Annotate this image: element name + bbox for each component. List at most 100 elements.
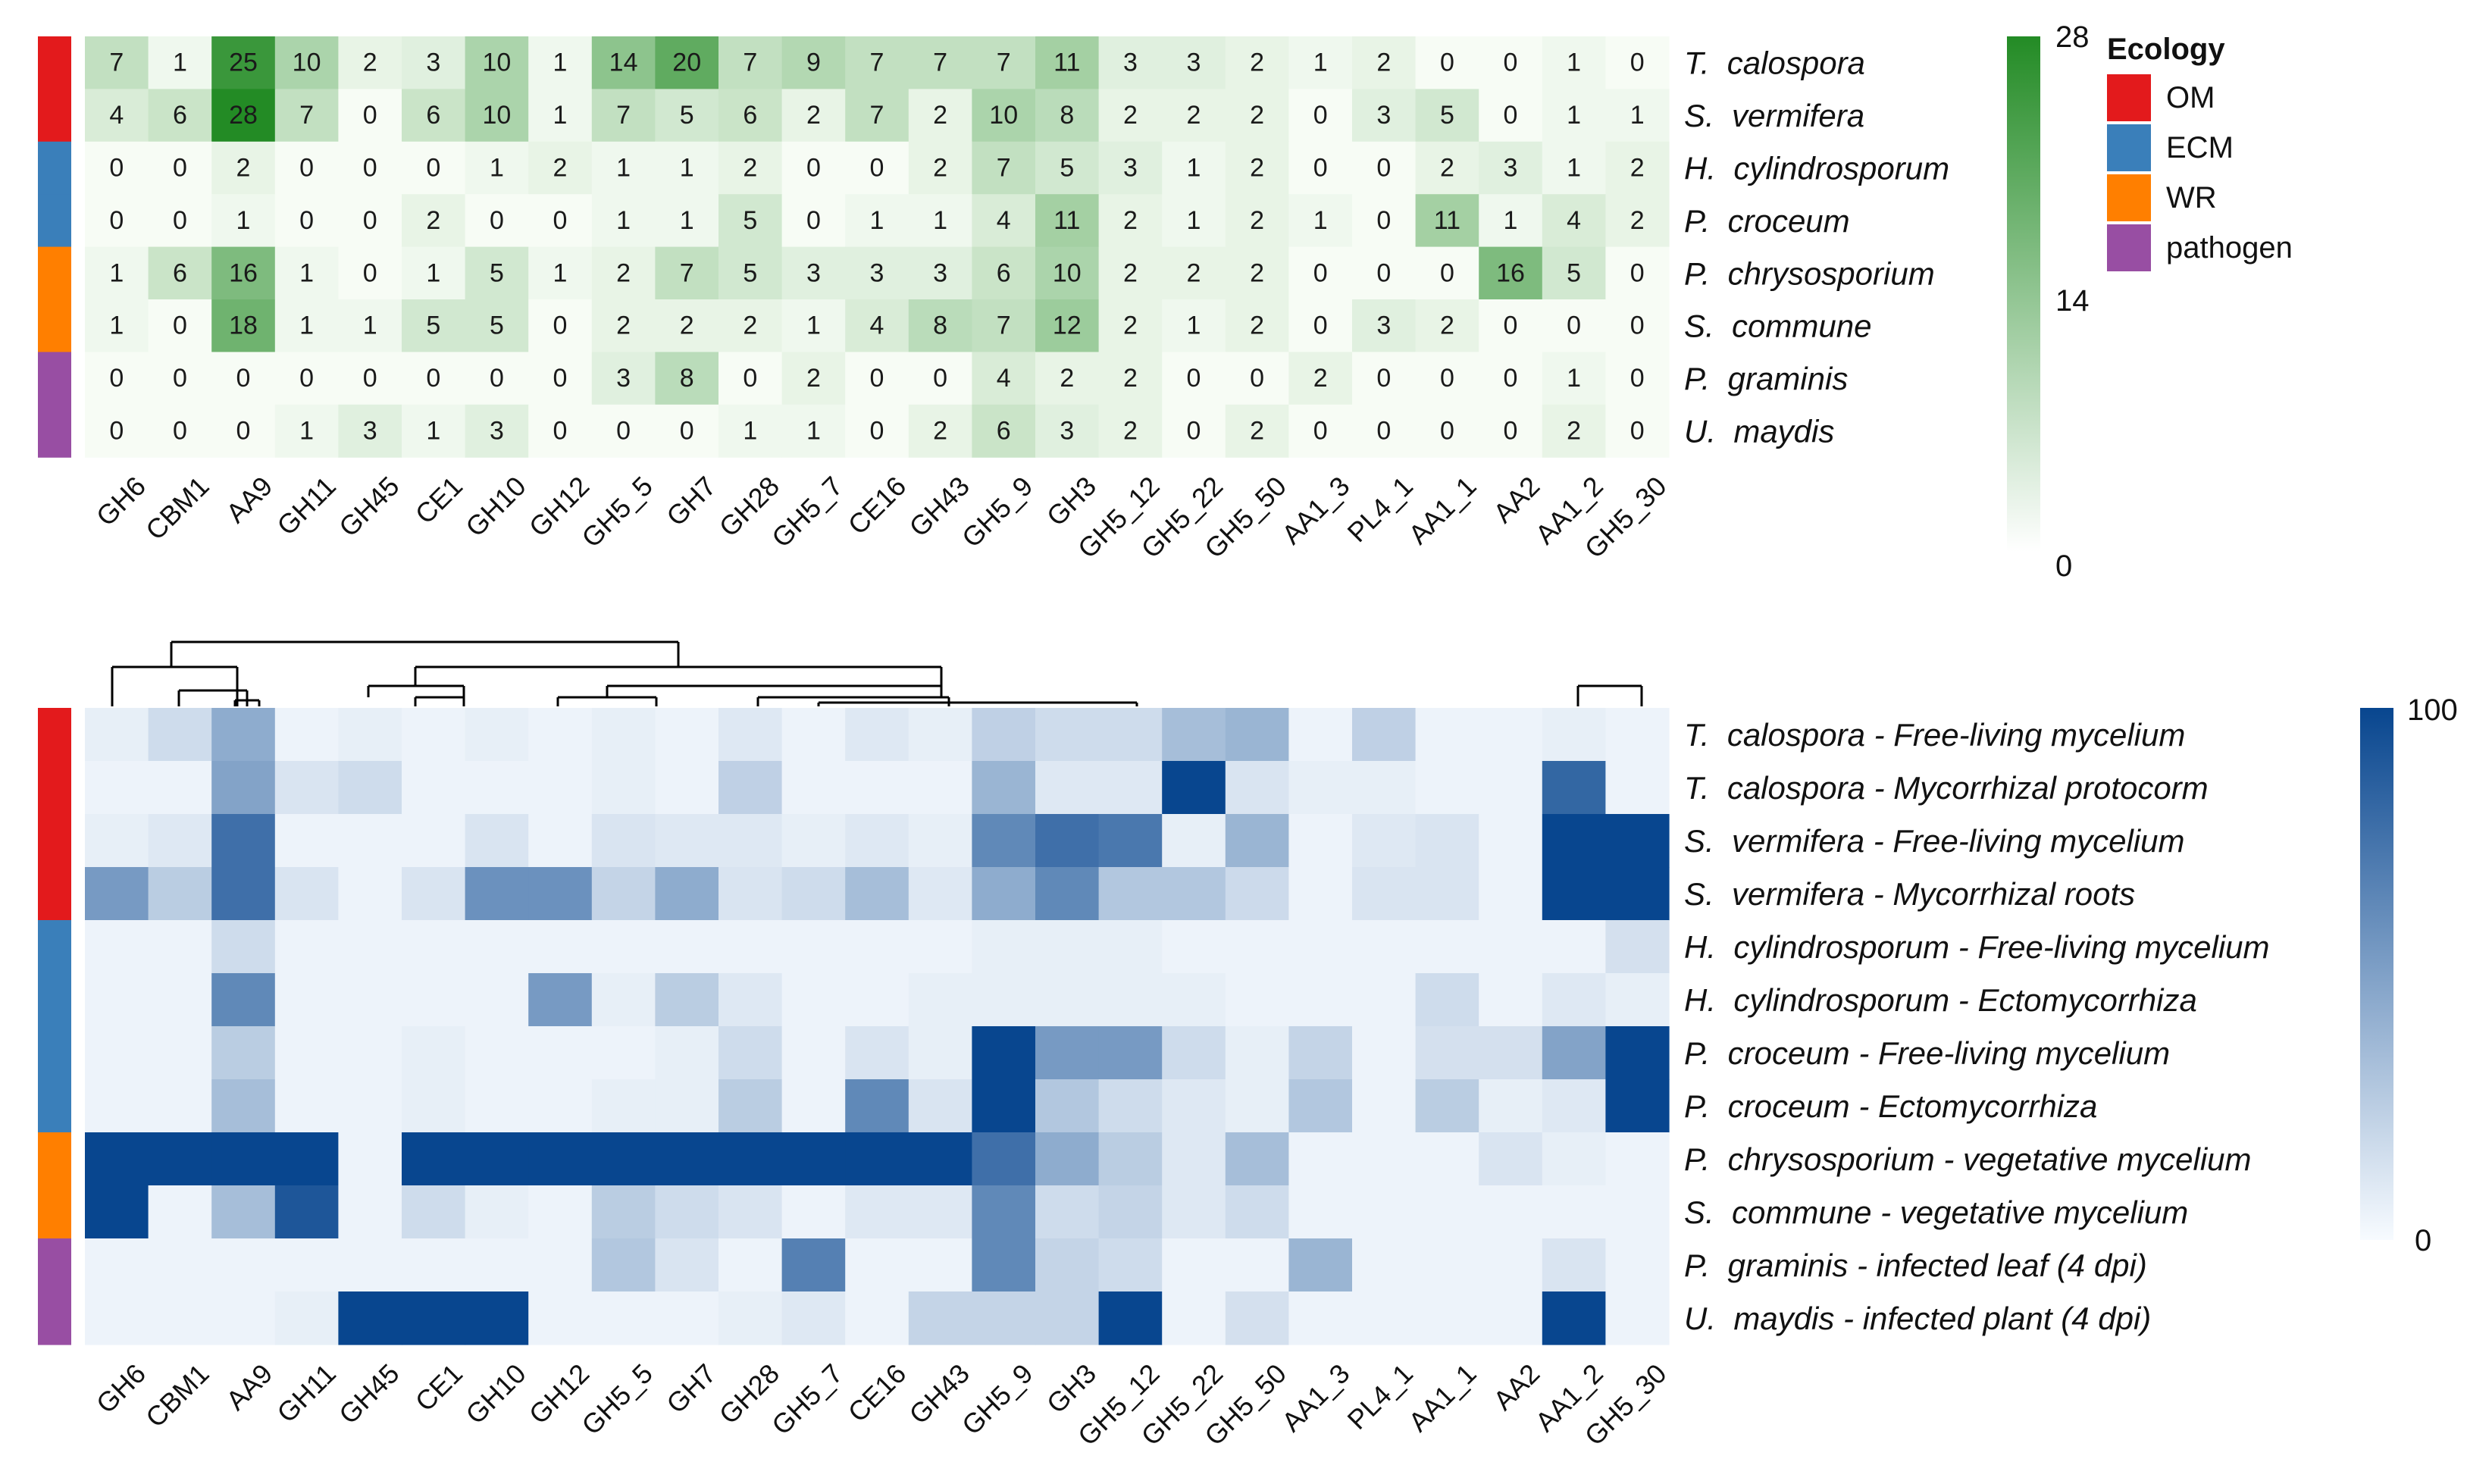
heatmap-cell bbox=[528, 1238, 593, 1292]
heatmap-cell bbox=[338, 404, 402, 458]
heatmap-cell bbox=[1415, 1185, 1479, 1239]
cell-value: 28 bbox=[229, 101, 258, 130]
cell-value: 0 bbox=[1504, 49, 1518, 77]
cell-value: 1 bbox=[616, 206, 631, 235]
legend-swatch bbox=[2107, 224, 2151, 271]
heatmap-cell bbox=[1162, 708, 1226, 762]
heatmap-cell bbox=[908, 708, 972, 762]
heatmap-cell bbox=[591, 761, 656, 815]
heatmap-cell bbox=[338, 36, 402, 89]
heatmap-cell bbox=[1035, 246, 1100, 300]
cell-value: 7 bbox=[997, 49, 1011, 77]
cell-value: 16 bbox=[229, 258, 258, 287]
heatmap-cell bbox=[1035, 708, 1100, 762]
heatmap-cell bbox=[211, 1291, 276, 1345]
heatmap-cell bbox=[1605, 141, 1670, 195]
heatmap-cell bbox=[1352, 246, 1417, 300]
heatmap-cell bbox=[1415, 920, 1479, 974]
heatmap-cell bbox=[402, 246, 466, 300]
cell-value: 1 bbox=[109, 258, 124, 287]
heatmap-cell bbox=[465, 89, 529, 142]
heatmap-cell bbox=[972, 352, 1036, 405]
heatmap-cell bbox=[274, 1185, 339, 1239]
heatmap-cell bbox=[1415, 867, 1479, 921]
heatmap-cell bbox=[465, 194, 529, 248]
column-label: GH7 bbox=[660, 1357, 722, 1419]
cell-value: 16 bbox=[1496, 258, 1525, 287]
cell-value: 7 bbox=[680, 258, 694, 287]
heatmap-cell bbox=[655, 352, 719, 405]
heatmap-cell bbox=[1479, 1185, 1543, 1239]
heatmap-cell bbox=[1098, 973, 1163, 1027]
heatmap-cell bbox=[591, 404, 656, 458]
cell-value: 10 bbox=[1053, 258, 1082, 287]
heatmap-cell bbox=[148, 920, 212, 974]
heatmap-cell bbox=[1542, 761, 1606, 815]
heatmap-cell bbox=[1225, 141, 1289, 195]
heatmap-cell bbox=[845, 89, 909, 142]
cell-value: 0 bbox=[173, 154, 187, 183]
heatmap-cell bbox=[338, 89, 402, 142]
heatmap-cell bbox=[465, 246, 529, 300]
row-label: T. calospora - Free-living mycelium bbox=[1684, 717, 2185, 753]
cell-value: 2 bbox=[933, 417, 947, 446]
heatmap-cell bbox=[1035, 89, 1100, 142]
ecology-strip bbox=[38, 973, 71, 1027]
cell-value: 3 bbox=[1504, 154, 1518, 183]
cell-value: 2 bbox=[616, 258, 631, 287]
heatmap-cell bbox=[338, 141, 402, 195]
cell-value: 7 bbox=[109, 49, 124, 77]
row-label: U. maydis bbox=[1684, 413, 1834, 449]
heatmap-cell bbox=[1479, 36, 1543, 89]
cell-value: 7 bbox=[743, 49, 757, 77]
cell-value: 0 bbox=[109, 417, 124, 446]
heatmap-cell bbox=[1605, 1291, 1670, 1345]
heatmap-cell bbox=[211, 1185, 276, 1239]
heatmap-cell bbox=[1605, 920, 1670, 974]
heatmap-cell bbox=[591, 141, 656, 195]
cell-value: 1 bbox=[616, 154, 631, 183]
cell-value: 3 bbox=[616, 364, 631, 393]
heatmap-cell bbox=[1542, 404, 1606, 458]
ecology-strip bbox=[38, 1026, 71, 1080]
heatmap-cell bbox=[1225, 1026, 1289, 1080]
heatmap-cell bbox=[1288, 194, 1353, 248]
cell-value: 1 bbox=[236, 206, 251, 235]
heatmap-cell bbox=[465, 761, 529, 815]
blue-scale-min: 0 bbox=[2415, 1224, 2431, 1257]
heatmap-cell bbox=[655, 973, 719, 1027]
heatmap-cell bbox=[1225, 867, 1289, 921]
cell-value: 2 bbox=[426, 206, 440, 235]
heatmap-cell bbox=[1605, 1185, 1670, 1239]
heatmap-cell bbox=[1162, 1079, 1226, 1133]
heatmap-cell bbox=[972, 194, 1036, 248]
cell-value: 0 bbox=[1630, 258, 1645, 287]
heatmap-cell bbox=[338, 920, 402, 974]
heatmap-cell bbox=[402, 1079, 466, 1133]
cell-value: 0 bbox=[1504, 364, 1518, 393]
dendro-r2a bbox=[556, 696, 658, 706]
cell-value: 2 bbox=[743, 154, 757, 183]
heatmap-cell bbox=[781, 352, 846, 405]
cell-value: 0 bbox=[743, 364, 757, 393]
heatmap-cell bbox=[781, 299, 846, 352]
heatmap-cell bbox=[1035, 194, 1100, 248]
heatmap-cell bbox=[148, 1185, 212, 1239]
cell-value: 0 bbox=[1376, 258, 1391, 287]
heatmap-cell bbox=[908, 1185, 972, 1239]
heatmap-cell bbox=[655, 194, 719, 248]
heatmap-cell bbox=[1225, 246, 1289, 300]
cell-value: 2 bbox=[1123, 364, 1138, 393]
column-label: CE16 bbox=[842, 1357, 913, 1428]
heatmap-cell bbox=[1098, 1132, 1163, 1186]
heatmap-cell bbox=[211, 761, 276, 815]
blue-color-scale: 100 0 bbox=[2360, 693, 2458, 1257]
heatmap-cell bbox=[1225, 1132, 1289, 1186]
heatmap-cell bbox=[908, 814, 972, 868]
heatmap-cell bbox=[1415, 814, 1479, 868]
cell-value: 1 bbox=[1187, 312, 1201, 340]
heatmap-cell bbox=[1479, 973, 1543, 1027]
cell-value: 8 bbox=[933, 312, 947, 340]
heatmap-cell bbox=[274, 1291, 339, 1345]
heatmap-cell bbox=[1098, 299, 1163, 352]
